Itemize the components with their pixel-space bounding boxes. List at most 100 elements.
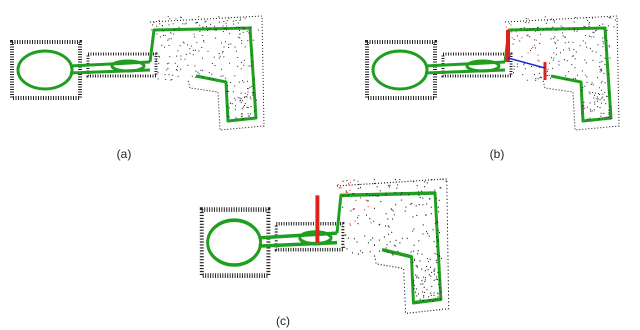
point-cloud-dot (159, 56, 160, 58)
point-cloud-dot (400, 199, 402, 201)
point-cloud-dot (546, 28, 548, 30)
point-cloud-dot (539, 77, 541, 79)
point-cloud-dot (589, 21, 591, 23)
point-cloud-dot (370, 222, 372, 224)
point-cloud-dot (550, 29, 552, 31)
point-cloud-dot (223, 46, 225, 48)
point-cloud-dot (400, 193, 402, 196)
point-cloud-dot (592, 92, 594, 94)
point-cloud-dot (193, 33, 195, 35)
point-cloud-dot (232, 91, 234, 93)
point-cloud-dot (246, 96, 248, 98)
point-cloud-dot (215, 29, 217, 31)
point-cloud-dot (525, 18, 527, 20)
point-cloud-dot (250, 26, 252, 28)
point-cloud-dot (166, 63, 168, 65)
point-cloud-dot (524, 68, 526, 70)
point-cloud-dot (437, 293, 439, 295)
point-cloud-dot (609, 57, 611, 59)
point-cloud-dot (247, 88, 249, 90)
point-cloud-dot (428, 274, 430, 276)
point-cloud-dot (573, 21, 575, 23)
point-cloud-dot (226, 85, 228, 87)
point-cloud-dot (432, 300, 434, 302)
point-cloud-dot (345, 234, 347, 236)
point-cloud-dot (415, 288, 417, 290)
point-cloud-dot (241, 42, 243, 44)
point-cloud-dot (380, 200, 382, 203)
point-cloud-dot (394, 245, 396, 247)
point-cloud-dot (214, 29, 216, 31)
point-cloud-dot (242, 28, 244, 30)
point-cloud-dot (203, 40, 205, 41)
point-cloud-dot (554, 43, 556, 45)
point-cloud-dot (415, 274, 417, 276)
point-cloud-dot (218, 53, 220, 54)
point-cloud-dot (537, 78, 539, 80)
point-cloud-dot (525, 21, 527, 23)
point-cloud-dot (225, 77, 226, 79)
point-cloud-dot (551, 57, 552, 59)
point-cloud-dot (590, 36, 592, 38)
point-cloud-dot (392, 254, 394, 256)
point-cloud-dot (357, 217, 359, 219)
point-cloud-dot (222, 51, 224, 52)
point-cloud-dot (182, 23, 184, 25)
point-cloud-dot (357, 180, 359, 182)
point-cloud-dot (184, 58, 186, 60)
point-cloud-dot (345, 191, 347, 193)
point-cloud-dot (600, 115, 602, 117)
point-cloud-dot (257, 29, 259, 31)
point-cloud-dot (571, 55, 573, 57)
point-cloud-dot (244, 17, 246, 19)
point-cloud-dot (613, 26, 615, 28)
point-cloud-dot (513, 65, 515, 67)
point-cloud-dot (162, 25, 163, 26)
point-cloud-dot (589, 108, 591, 110)
point-cloud-dot (417, 250, 419, 252)
point-cloud-dot (165, 79, 167, 80)
point-cloud-dot (554, 41, 556, 43)
point-cloud-dot (602, 23, 604, 25)
point-cloud-dot (599, 61, 601, 63)
point-cloud-dot (521, 37, 523, 39)
point-cloud-dot (595, 51, 597, 53)
point-cloud-dot (224, 28, 226, 29)
point-cloud-dot (183, 42, 185, 44)
point-cloud-dot (385, 225, 386, 227)
point-cloud-dot (427, 233, 429, 235)
point-cloud-dot (421, 268, 423, 270)
point-cloud-dot (242, 31, 244, 33)
point-cloud-dot (255, 99, 257, 101)
point-cloud-dot (583, 25, 585, 27)
point-cloud-dot (515, 31, 517, 33)
point-cloud-dot (513, 68, 515, 70)
point-cloud-dot (429, 198, 431, 200)
point-cloud-dot (598, 87, 600, 89)
point-cloud-dot (534, 39, 536, 41)
point-cloud-dot (430, 213, 432, 215)
point-cloud-dot (436, 276, 438, 278)
point-cloud-dot (526, 34, 528, 36)
point-cloud-dot (573, 28, 575, 30)
point-cloud-dot (176, 55, 177, 57)
point-cloud-dot (187, 44, 188, 46)
point-cloud-dot (608, 17, 610, 19)
point-cloud-dot (556, 47, 558, 49)
point-cloud-dot (195, 49, 196, 51)
point-cloud-dot (358, 183, 360, 186)
point-cloud-dot (243, 117, 245, 119)
point-cloud-dot (600, 68, 602, 70)
point-cloud-dot (250, 27, 252, 29)
point-cloud-dot (214, 65, 216, 66)
point-cloud-dot (604, 57, 606, 59)
point-cloud-dot (560, 52, 561, 54)
point-cloud-dot (419, 196, 421, 199)
point-cloud-dot (433, 269, 435, 271)
point-cloud-dot (416, 214, 418, 217)
point-cloud-dot (597, 77, 599, 79)
point-cloud-dot (423, 286, 425, 289)
point-cloud-dot (387, 185, 389, 187)
point-cloud-dot (390, 208, 392, 210)
